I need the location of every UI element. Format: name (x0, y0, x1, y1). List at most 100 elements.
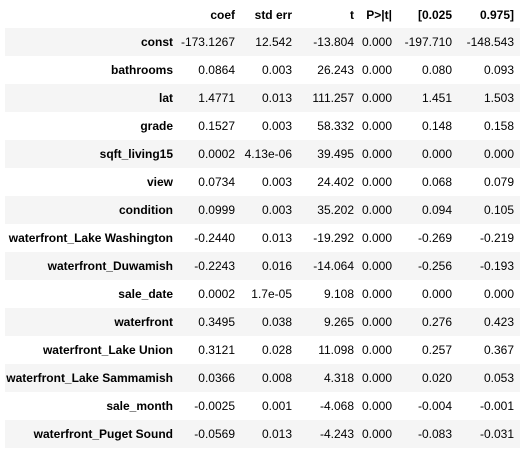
cell-std-err: 0.008 (261, 371, 292, 385)
header-ci-lower: [0.025 (417, 8, 452, 22)
cell-std-err: 0.013 (261, 91, 292, 105)
cell-ci-lower: -0.083 (417, 427, 452, 441)
cell-ci-upper: 0.000 (483, 147, 514, 161)
cell-p-value: 0.000 (361, 231, 392, 245)
cell-std-err: 0.003 (261, 119, 292, 133)
cell-ci-lower: 0.068 (421, 175, 452, 189)
row-label: waterfront_Lake Washington (8, 231, 173, 245)
row-label: bathrooms (110, 63, 173, 77)
cell-std-err: 0.003 (261, 203, 292, 217)
header-row: coef std err t P>|t| [0.025 0.975] (5, 2, 520, 28)
cell-ci-lower: -0.269 (417, 231, 452, 245)
cell-ci-upper: 0.053 (483, 371, 514, 385)
cell-std-err: 0.028 (261, 343, 292, 357)
table-row: bathrooms 0.0864 0.003 26.243 0.000 0.080 0.09… (5, 56, 520, 84)
cell-std-err: 0.003 (261, 63, 292, 77)
cell-ci-upper: -0.219 (479, 231, 514, 245)
cell-t: 26.243 (317, 63, 354, 77)
table-body: const -173.1267 12.542 -13.804 0.000 -197.710… (5, 28, 520, 448)
cell-std-err: 1.7e-05 (251, 287, 292, 301)
row-label: condition (119, 203, 173, 217)
cell-ci-lower: 0.276 (421, 315, 452, 329)
cell-ci-upper: 0.423 (483, 315, 514, 329)
row-label: waterfront_Puget Sound (33, 427, 173, 441)
cell-std-err: 12.542 (255, 35, 292, 49)
cell-ci-lower: -0.256 (417, 259, 452, 273)
cell-ci-lower: -0.004 (417, 399, 452, 413)
cell-coef: -173.1267 (180, 35, 235, 49)
cell-p-value: 0.000 (361, 119, 392, 133)
cell-ci-lower: 0.020 (421, 371, 452, 385)
cell-std-err: 0.013 (261, 427, 292, 441)
cell-coef: 0.3121 (198, 343, 235, 357)
cell-std-err: 0.001 (261, 399, 292, 413)
table-row: waterfront 0.3495 0.038 9.265 0.000 0.276 0.42… (5, 308, 520, 336)
row-label: sale_date (118, 287, 173, 301)
cell-ci-lower: 0.094 (421, 203, 452, 217)
cell-coef: 0.0999 (198, 203, 235, 217)
cell-coef: 0.0734 (198, 175, 235, 189)
row-label: view (146, 175, 173, 189)
cell-p-value: 0.000 (361, 343, 392, 357)
cell-t: 35.202 (317, 203, 354, 217)
row-label: waterfront_Lake Sammamish (6, 371, 173, 385)
cell-t: -13.804 (313, 35, 354, 49)
table-row: condition 0.0999 0.003 35.202 0.000 0.094 0.10… (5, 196, 520, 224)
cell-coef: -0.0569 (194, 427, 235, 441)
cell-ci-lower: 0.000 (421, 147, 452, 161)
row-label: sqft_living15 (99, 147, 173, 161)
cell-p-value: 0.000 (361, 259, 392, 273)
cell-t: -4.068 (319, 399, 354, 413)
header-coef: coef (210, 8, 235, 22)
table-row: grade 0.1527 0.003 58.332 0.000 0.148 0.158 (5, 112, 520, 140)
cell-p-value: 0.000 (361, 427, 392, 441)
cell-ci-upper: 0.105 (483, 203, 514, 217)
cell-p-value: 0.000 (361, 203, 392, 217)
cell-coef: 0.0002 (198, 147, 235, 161)
coefficient-table: coef std err t P>|t| [0.025 0.975] const… (5, 2, 520, 448)
cell-t: -4.243 (319, 427, 354, 441)
cell-ci-lower: 0.148 (421, 119, 452, 133)
cell-coef: 1.4771 (198, 91, 235, 105)
cell-std-err: 0.016 (261, 259, 292, 273)
cell-coef: -0.0025 (194, 399, 235, 413)
row-label: waterfront (114, 315, 173, 329)
table-header: coef std err t P>|t| [0.025 0.975] (5, 2, 520, 28)
cell-ci-lower: -197.710 (404, 35, 452, 49)
cell-t: -19.292 (313, 231, 354, 245)
cell-coef: 0.0366 (198, 371, 235, 385)
table-row: sqft_living15 0.0002 4.13e-06 39.495 0.000 0.… (5, 140, 520, 168)
table-row: waterfront_Lake Union 0.3121 0.028 11.098 0.… (5, 336, 520, 364)
cell-ci-upper: 1.503 (483, 91, 514, 105)
cell-t: 11.098 (318, 343, 354, 357)
row-label: grade (140, 119, 173, 133)
table-row: waterfront_Duwamish -0.2243 0.016 -14.064 0.… (5, 252, 520, 280)
cell-ci-upper: -0.193 (479, 259, 514, 273)
cell-coef: 0.0002 (198, 287, 235, 301)
table-row: waterfront_Lake Sammamish 0.0366 0.008 4.31… (5, 364, 520, 392)
cell-ci-upper: -0.001 (479, 399, 514, 413)
row-label: const (140, 35, 173, 49)
cell-coef: 0.1527 (198, 119, 235, 133)
cell-t: 58.332 (317, 119, 354, 133)
cell-t: 24.402 (317, 175, 354, 189)
cell-std-err: 4.13e-06 (244, 147, 292, 161)
table-row: waterfront_Lake Washington -0.2440 0.013 -1… (5, 224, 520, 252)
header-t: t (350, 8, 354, 22)
cell-ci-lower: 0.080 (421, 63, 452, 77)
cell-std-err: 0.038 (261, 315, 292, 329)
header-std-err: std err (254, 8, 292, 22)
cell-ci-lower: 0.000 (421, 287, 452, 301)
cell-t: 9.265 (323, 315, 354, 329)
cell-ci-lower: 0.257 (421, 343, 452, 357)
table-row: const -173.1267 12.542 -13.804 0.000 -197.710… (5, 28, 520, 56)
table-row: view 0.0734 0.003 24.402 0.000 0.068 0.079 (5, 168, 520, 196)
cell-t: -14.064 (313, 259, 354, 273)
cell-p-value: 0.000 (361, 91, 392, 105)
cell-t: 4.318 (323, 371, 354, 385)
table-row: lat 1.4771 0.013 111.257 0.000 1.451 1.503 (5, 84, 520, 112)
table-row: sale_date 0.0002 1.7e-05 9.108 0.000 0.000 0.0… (5, 280, 520, 308)
header-p-value: P>|t| (366, 8, 392, 22)
cell-ci-upper: 0.158 (483, 119, 514, 133)
cell-p-value: 0.000 (361, 175, 392, 189)
